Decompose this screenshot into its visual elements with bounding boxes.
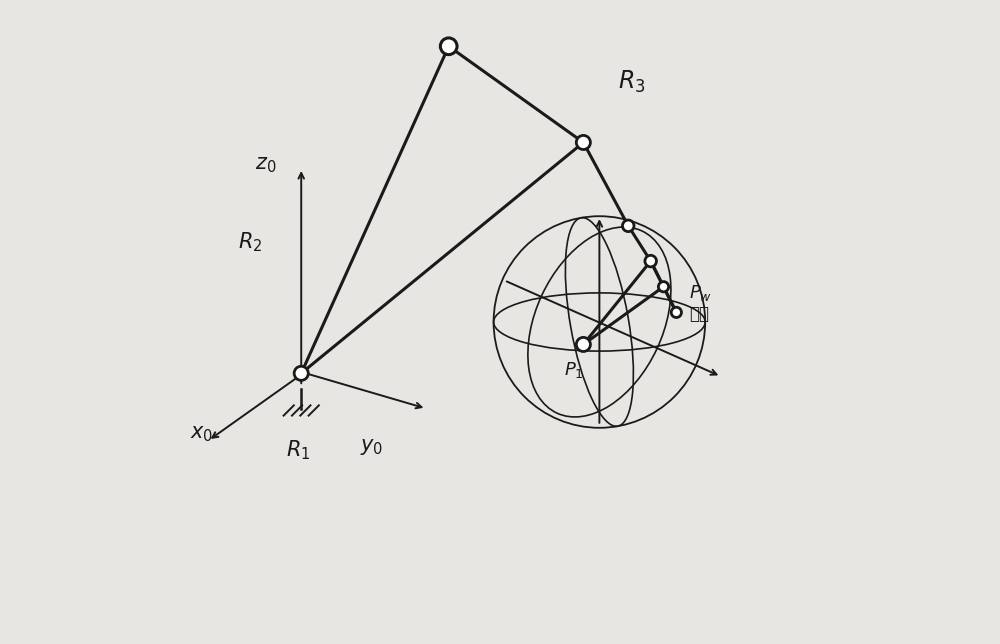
Text: $z_0$: $z_0$ bbox=[255, 155, 277, 175]
Text: $x_0$: $x_0$ bbox=[190, 424, 213, 444]
Circle shape bbox=[671, 307, 681, 317]
Text: $R_1$: $R_1$ bbox=[286, 439, 310, 462]
Text: $R_2$: $R_2$ bbox=[238, 230, 262, 254]
Text: $P_w$: $P_w$ bbox=[689, 283, 712, 303]
Text: $P_1$: $P_1$ bbox=[564, 360, 584, 380]
Text: 腕点: 腕点 bbox=[689, 305, 709, 323]
Circle shape bbox=[645, 255, 656, 267]
Circle shape bbox=[622, 220, 634, 232]
Text: $R_3$: $R_3$ bbox=[618, 68, 645, 95]
Circle shape bbox=[294, 366, 308, 381]
Circle shape bbox=[576, 135, 590, 149]
Circle shape bbox=[658, 281, 669, 292]
Circle shape bbox=[440, 38, 457, 55]
Text: $y_0$: $y_0$ bbox=[360, 437, 383, 457]
Circle shape bbox=[576, 337, 590, 352]
